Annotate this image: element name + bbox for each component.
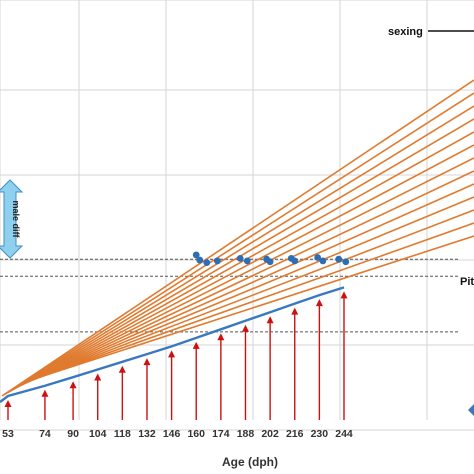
scatter-point-11 (319, 257, 327, 265)
blue-line (0, 286, 345, 403)
arrow-head-230 (315, 299, 323, 307)
scatter-points (192, 251, 350, 267)
male-diff-arrow: male diff (0, 179, 24, 259)
x-tick-74: 74 (39, 428, 51, 440)
orange-line-7 (15, 170, 474, 389)
x-tick-230: 230 (311, 428, 329, 440)
x-tick-174: 174 (212, 428, 230, 440)
orange-line-8 (17, 183, 474, 388)
arrow-head-188 (241, 324, 249, 332)
scatter-point-5 (243, 257, 251, 265)
orange-line-9 (19, 196, 474, 386)
x-tick-90: 90 (67, 428, 79, 440)
arrow-head-174 (217, 333, 225, 341)
arrow-head-244 (340, 291, 348, 299)
orange-line-4 (9, 131, 474, 392)
blue-series (0, 286, 345, 403)
scatter-point-12 (335, 255, 343, 263)
arrow-head-53 (4, 400, 12, 407)
arrow-head-90 (69, 381, 77, 389)
scatter-point-2 (203, 259, 211, 267)
arrow-head-160 (192, 341, 200, 349)
orange-line-12 (25, 235, 474, 383)
scatter-point-1 (196, 256, 204, 264)
arrow-head-118 (118, 365, 126, 373)
x-tick-244: 244 (335, 428, 353, 440)
scatter-point-4 (236, 254, 244, 262)
x-tick-146: 146 (163, 428, 181, 440)
x-tick-160: 160 (187, 428, 205, 440)
orange-trajectories (1, 79, 474, 397)
orange-line-2 (5, 105, 474, 395)
arrow-head-74 (41, 389, 49, 397)
red-arrows (4, 291, 348, 420)
edge-marker (468, 404, 474, 416)
orange-line-10 (21, 209, 474, 385)
x-tick-labels: 53 74 90 104 118 132 146 160 174 188 202 216 230 244 (2, 428, 353, 440)
pit-label: Pit (460, 276, 474, 288)
x-tick-188: 188 (237, 428, 255, 440)
male-diff-label: male diff (11, 200, 21, 238)
x-tick-216: 216 (286, 428, 304, 440)
x-tick-202: 202 (261, 428, 279, 440)
arrow-head-202 (266, 316, 274, 324)
arrow-head-132 (143, 358, 151, 366)
sexing-annotation: sexing (388, 26, 474, 38)
x-tick-118: 118 (114, 428, 131, 440)
orange-line-11 (23, 222, 474, 384)
x-tick-132: 132 (138, 428, 156, 440)
dashed-reference-lines (0, 258, 458, 333)
scatter-point-0 (192, 251, 200, 259)
orange-line-5 (11, 144, 474, 391)
scatter-point-3 (213, 257, 221, 265)
sexing-label: sexing (388, 26, 423, 38)
orange-line-1 (3, 92, 474, 396)
orange-line-6 (13, 157, 474, 390)
scatter-point-9 (291, 257, 299, 265)
scatter-point-10 (314, 254, 322, 261)
scatter-point-7 (266, 258, 274, 266)
x-axis-title: Age (dph) (222, 455, 278, 469)
arrow-head-104 (94, 373, 102, 381)
scatter-point-13 (342, 258, 350, 266)
arrow-head-216 (291, 307, 299, 315)
x-tick-53: 53 (2, 428, 14, 440)
orange-line-0 (1, 79, 474, 397)
arrow-head-146 (168, 350, 176, 358)
x-tick-104: 104 (89, 428, 107, 440)
